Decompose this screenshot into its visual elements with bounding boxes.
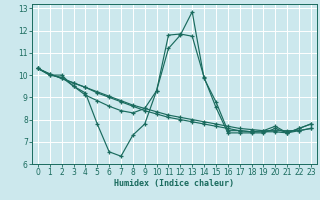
X-axis label: Humidex (Indice chaleur): Humidex (Indice chaleur) bbox=[115, 179, 234, 188]
